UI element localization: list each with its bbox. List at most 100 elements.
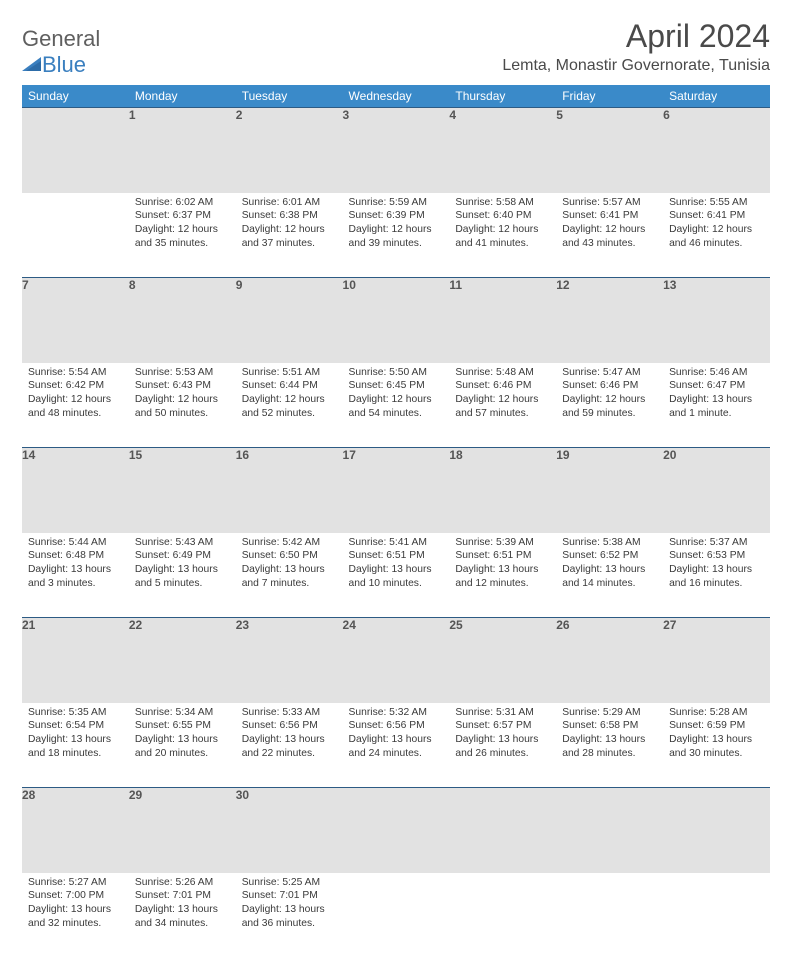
day-number-cell: 18 [449,448,556,533]
day-detail: Sunrise: 6:01 AMSunset: 6:38 PMDaylight:… [236,193,343,258]
day-detail: Sunrise: 5:54 AMSunset: 6:42 PMDaylight:… [22,363,129,428]
day-body-cell: Sunrise: 6:01 AMSunset: 6:38 PMDaylight:… [236,193,343,278]
day-body-cell: Sunrise: 5:46 AMSunset: 6:47 PMDaylight:… [663,363,770,448]
weekday-header: Wednesday [343,85,450,108]
day-body-cell: Sunrise: 5:54 AMSunset: 6:42 PMDaylight:… [22,363,129,448]
day-number-cell: 29 [129,788,236,873]
day-detail: Sunrise: 5:53 AMSunset: 6:43 PMDaylight:… [129,363,236,428]
month-title: April 2024 [502,18,770,55]
day-body-cell: Sunrise: 5:51 AMSunset: 6:44 PMDaylight:… [236,363,343,448]
day-detail: Sunrise: 5:39 AMSunset: 6:51 PMDaylight:… [449,533,556,598]
day-number-row: 78910111213 [22,278,770,363]
day-body-cell: Sunrise: 5:27 AMSunset: 7:00 PMDaylight:… [22,873,129,958]
day-detail: Sunrise: 5:29 AMSunset: 6:58 PMDaylight:… [556,703,663,768]
day-body-cell: Sunrise: 5:55 AMSunset: 6:41 PMDaylight:… [663,193,770,278]
day-number-cell: 4 [449,108,556,193]
day-body-cell: Sunrise: 5:47 AMSunset: 6:46 PMDaylight:… [556,363,663,448]
day-number-cell: 9 [236,278,343,363]
day-number-cell: 21 [22,618,129,703]
day-number-cell [343,788,450,873]
day-number-cell: 10 [343,278,450,363]
day-body-cell: Sunrise: 5:35 AMSunset: 6:54 PMDaylight:… [22,703,129,788]
day-number-cell [556,788,663,873]
day-body-row: Sunrise: 5:35 AMSunset: 6:54 PMDaylight:… [22,703,770,788]
weekday-header: Monday [129,85,236,108]
day-detail: Sunrise: 5:31 AMSunset: 6:57 PMDaylight:… [449,703,556,768]
title-block: April 2024 Lemta, Monastir Governorate, … [502,18,770,81]
day-number-row: 282930 [22,788,770,873]
day-body-cell: Sunrise: 5:38 AMSunset: 6:52 PMDaylight:… [556,533,663,618]
day-body-cell: Sunrise: 5:53 AMSunset: 6:43 PMDaylight:… [129,363,236,448]
day-detail: Sunrise: 5:28 AMSunset: 6:59 PMDaylight:… [663,703,770,768]
day-number-cell: 19 [556,448,663,533]
day-detail: Sunrise: 5:26 AMSunset: 7:01 PMDaylight:… [129,873,236,938]
day-detail: Sunrise: 5:50 AMSunset: 6:45 PMDaylight:… [343,363,450,428]
day-body-row: Sunrise: 5:27 AMSunset: 7:00 PMDaylight:… [22,873,770,958]
day-body-row: Sunrise: 5:44 AMSunset: 6:48 PMDaylight:… [22,533,770,618]
day-body-cell: Sunrise: 5:42 AMSunset: 6:50 PMDaylight:… [236,533,343,618]
weekday-header: Thursday [449,85,556,108]
weekday-header: Tuesday [236,85,343,108]
day-body-cell: Sunrise: 6:02 AMSunset: 6:37 PMDaylight:… [129,193,236,278]
day-number-cell: 8 [129,278,236,363]
day-detail: Sunrise: 5:43 AMSunset: 6:49 PMDaylight:… [129,533,236,598]
day-body-cell: Sunrise: 5:32 AMSunset: 6:56 PMDaylight:… [343,703,450,788]
day-body-cell: Sunrise: 5:29 AMSunset: 6:58 PMDaylight:… [556,703,663,788]
day-body-cell: Sunrise: 5:33 AMSunset: 6:56 PMDaylight:… [236,703,343,788]
day-detail: Sunrise: 5:34 AMSunset: 6:55 PMDaylight:… [129,703,236,768]
day-number-cell: 27 [663,618,770,703]
day-detail: Sunrise: 5:48 AMSunset: 6:46 PMDaylight:… [449,363,556,428]
day-number-cell: 3 [343,108,450,193]
day-detail: Sunrise: 5:42 AMSunset: 6:50 PMDaylight:… [236,533,343,598]
day-number-cell: 30 [236,788,343,873]
day-body-cell [556,873,663,958]
day-body-cell: Sunrise: 5:31 AMSunset: 6:57 PMDaylight:… [449,703,556,788]
day-number-cell: 16 [236,448,343,533]
day-detail: Sunrise: 5:51 AMSunset: 6:44 PMDaylight:… [236,363,343,428]
day-number-cell: 28 [22,788,129,873]
day-number-cell: 12 [556,278,663,363]
day-body-cell: Sunrise: 5:26 AMSunset: 7:01 PMDaylight:… [129,873,236,958]
day-body-cell: Sunrise: 5:28 AMSunset: 6:59 PMDaylight:… [663,703,770,788]
day-number-cell: 5 [556,108,663,193]
day-body-cell: Sunrise: 5:44 AMSunset: 6:48 PMDaylight:… [22,533,129,618]
day-detail: Sunrise: 5:44 AMSunset: 6:48 PMDaylight:… [22,533,129,598]
day-number-row: 21222324252627 [22,618,770,703]
weekday-header: Saturday [663,85,770,108]
day-body-cell: Sunrise: 5:34 AMSunset: 6:55 PMDaylight:… [129,703,236,788]
day-detail: Sunrise: 5:32 AMSunset: 6:56 PMDaylight:… [343,703,450,768]
day-number-row: 14151617181920 [22,448,770,533]
day-detail: Sunrise: 5:46 AMSunset: 6:47 PMDaylight:… [663,363,770,428]
day-number-cell: 13 [663,278,770,363]
calendar-header-row: SundayMondayTuesdayWednesdayThursdayFrid… [22,85,770,108]
day-number-cell: 1 [129,108,236,193]
day-detail: Sunrise: 5:55 AMSunset: 6:41 PMDaylight:… [663,193,770,258]
logo-word-1: General [22,26,100,51]
day-detail: Sunrise: 5:57 AMSunset: 6:41 PMDaylight:… [556,193,663,258]
day-body-cell: Sunrise: 5:37 AMSunset: 6:53 PMDaylight:… [663,533,770,618]
weekday-header: Friday [556,85,663,108]
day-number-cell: 20 [663,448,770,533]
day-body-row: Sunrise: 6:02 AMSunset: 6:37 PMDaylight:… [22,193,770,278]
day-number-cell: 7 [22,278,129,363]
day-body-cell: Sunrise: 5:39 AMSunset: 6:51 PMDaylight:… [449,533,556,618]
day-detail: Sunrise: 5:33 AMSunset: 6:56 PMDaylight:… [236,703,343,768]
day-number-row: 123456 [22,108,770,193]
day-detail: Sunrise: 5:41 AMSunset: 6:51 PMDaylight:… [343,533,450,598]
location: Lemta, Monastir Governorate, Tunisia [502,57,770,75]
day-body-cell: Sunrise: 5:58 AMSunset: 6:40 PMDaylight:… [449,193,556,278]
day-detail: Sunrise: 5:38 AMSunset: 6:52 PMDaylight:… [556,533,663,598]
day-detail: Sunrise: 5:47 AMSunset: 6:46 PMDaylight:… [556,363,663,428]
day-body-cell: Sunrise: 5:41 AMSunset: 6:51 PMDaylight:… [343,533,450,618]
weekday-header: Sunday [22,85,129,108]
day-body-cell [343,873,450,958]
day-body-row: Sunrise: 5:54 AMSunset: 6:42 PMDaylight:… [22,363,770,448]
day-number-cell: 24 [343,618,450,703]
day-number-cell [22,108,129,193]
day-detail: Sunrise: 5:37 AMSunset: 6:53 PMDaylight:… [663,533,770,598]
logo: General Blue [22,26,100,78]
day-number-cell: 6 [663,108,770,193]
day-detail: Sunrise: 5:59 AMSunset: 6:39 PMDaylight:… [343,193,450,258]
day-number-cell: 11 [449,278,556,363]
day-number-cell: 15 [129,448,236,533]
